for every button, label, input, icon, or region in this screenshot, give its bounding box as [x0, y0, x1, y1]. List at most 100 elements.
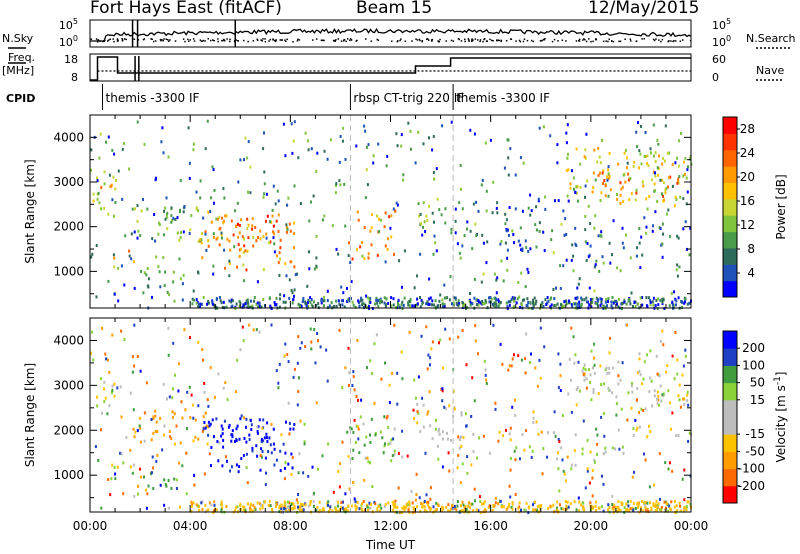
data-cell: [270, 451, 273, 455]
data-cell: [114, 187, 117, 191]
data-cell: [594, 460, 596, 464]
ground-cell: [416, 505, 419, 509]
scatter-cell: [429, 363, 431, 367]
ground-cell: [468, 501, 471, 505]
data-cell: [238, 231, 241, 235]
scatter-cell: [123, 338, 126, 341]
scatter-cell: [398, 259, 401, 263]
scatter-cell: [500, 259, 503, 263]
ground-cell: [669, 507, 672, 511]
data-cell: [605, 366, 608, 370]
data-cell: [239, 417, 242, 421]
data-cell: [598, 155, 601, 159]
data-cell: [477, 209, 480, 213]
data-cell: [197, 437, 200, 441]
scatter-cell: [155, 176, 157, 180]
ground-cell: [206, 302, 208, 306]
scatter-cell: [587, 204, 590, 208]
nsearch-point: [404, 40, 407, 42]
scatter-cell: [524, 285, 527, 289]
data-cell: [636, 246, 638, 250]
data-cell: [627, 172, 630, 176]
scatter-cell: [482, 434, 485, 438]
ground-cell: [327, 500, 330, 504]
scatter-cell: [136, 120, 139, 124]
scatter-cell: [264, 483, 267, 487]
scatter-cell: [510, 364, 513, 368]
scatter-cell: [167, 326, 170, 330]
ground-cell: [292, 298, 295, 301]
scatter-cell: [385, 164, 388, 168]
scatter-cell: [335, 247, 338, 251]
ground-cell: [384, 303, 387, 307]
nsearch-point: [202, 39, 205, 42]
nsearch-point: [641, 38, 643, 40]
data-cell: [566, 156, 569, 160]
ground-cell: [665, 502, 668, 506]
ground-cell: [409, 300, 412, 304]
data-cell: [96, 176, 98, 180]
scatter-cell: [163, 233, 165, 237]
ground-cell: [247, 502, 249, 506]
scatter-cell: [181, 282, 184, 286]
scatter-cell: [574, 190, 577, 194]
ground-cell: [242, 505, 245, 509]
nsearch-point: [477, 39, 479, 41]
scatter-cell: [665, 187, 668, 190]
data-cell: [179, 236, 182, 239]
nsearch-point: [163, 38, 165, 40]
scatter-cell: [505, 218, 508, 222]
ground-cell: [469, 502, 472, 506]
scatter-cell: [270, 422, 273, 426]
scatter-cell: [683, 468, 686, 472]
ground-cell: [613, 503, 616, 507]
ground-cell: [481, 502, 483, 506]
data-cell: [222, 438, 225, 442]
nsearch-point: [322, 39, 324, 42]
ground-cell: [457, 299, 460, 303]
ground-cell: [540, 504, 543, 508]
nsearch-point: [169, 39, 171, 41]
scatter-cell: [112, 253, 115, 257]
scatter-cell: [576, 286, 579, 290]
ground-cell: [490, 297, 493, 301]
nsearch-point: [332, 39, 335, 42]
ground-cell: [505, 508, 508, 511]
ground-cell: [407, 301, 409, 305]
ground-cell: [607, 503, 610, 507]
scatter-cell: [310, 147, 313, 151]
scatter-cell: [686, 168, 689, 172]
ground-cell: [309, 500, 312, 503]
scatter-cell: [303, 442, 306, 446]
data-cell: [248, 433, 251, 437]
scatter-cell: [206, 398, 209, 402]
date-title: 12/May/2015: [588, 0, 700, 18]
ground-cell: [678, 501, 681, 505]
colorbar-tick-label: -200: [738, 479, 765, 493]
scatter-cell: [297, 335, 300, 339]
scatter-cell: [365, 145, 368, 149]
scatter-cell: [239, 348, 242, 352]
data-cell: [646, 353, 648, 357]
scatter-cell: [92, 358, 95, 362]
nsearch-point: [667, 40, 669, 43]
scatter-cell: [286, 203, 289, 207]
ground-cell: [498, 302, 501, 306]
nsearch-point: [391, 40, 393, 42]
ground-cell: [256, 301, 259, 305]
data-cell: [246, 227, 249, 230]
scatter-cell: [629, 256, 632, 260]
nsearch-point: [578, 38, 581, 41]
data-cell: [290, 452, 293, 456]
data-cell: [535, 245, 538, 249]
scatter-cell: [401, 455, 404, 459]
data-cell: [369, 229, 372, 233]
cpid-panel: themis -3300 IF rbsp CT-trig 220 IFthemis…: [102, 84, 550, 110]
data-cell: [581, 452, 584, 456]
data-cell: [641, 180, 644, 184]
scatter-cell: [282, 122, 285, 126]
ground-cell: [663, 307, 666, 311]
ground-cell: [517, 506, 520, 510]
data-cell: [614, 447, 616, 451]
ground-cell: [312, 500, 315, 503]
